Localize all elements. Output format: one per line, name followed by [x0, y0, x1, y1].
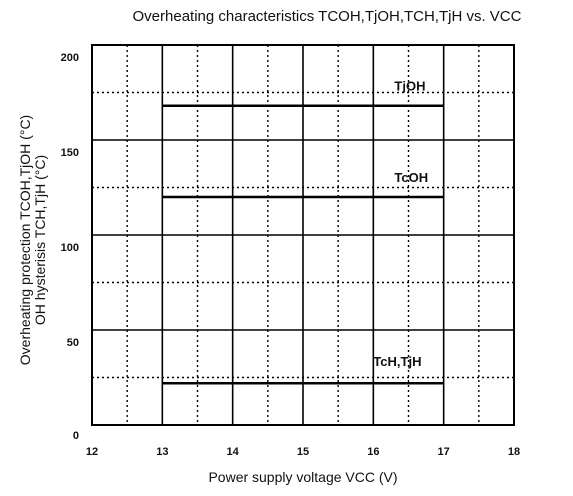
tick-labels: 12 13 14 15 16 17 18 0 50 100 150 200 — [61, 52, 520, 458]
series-label: TcOH — [394, 170, 428, 185]
x-tick-label: 13 — [156, 446, 168, 458]
grid — [92, 45, 514, 425]
y-axis-title-line1: Overheating protection TCOH,TjOH (°C) — [17, 115, 33, 365]
y-tick-label: 100 — [61, 242, 79, 254]
y-tick-label: 0 — [73, 430, 79, 442]
y-tick-label: 200 — [61, 52, 79, 64]
x-axis-title: Power supply voltage VCC (V) — [208, 469, 397, 485]
plot-frame — [91, 44, 515, 426]
series-group: TjOH TcOH TcH,TjH — [162, 79, 444, 385]
y-tick-label: 150 — [61, 147, 79, 159]
series-label: TjOH — [394, 79, 425, 94]
y-tick-label: 50 — [67, 337, 79, 349]
y-axis-title-line2: OH hysterisis TCH,TjH (°C) — [32, 155, 48, 325]
x-tick-label: 15 — [297, 446, 309, 458]
x-tick-label: 16 — [367, 446, 379, 458]
x-tick-label: 14 — [227, 446, 240, 458]
chart-title: Overheating characteristics TCOH,TjOH,TC… — [133, 8, 522, 25]
x-tick-label: 18 — [508, 446, 520, 458]
x-tick-label: 12 — [86, 446, 98, 458]
x-tick-label: 17 — [438, 446, 450, 458]
series-label: TcH,TjH — [373, 354, 421, 369]
